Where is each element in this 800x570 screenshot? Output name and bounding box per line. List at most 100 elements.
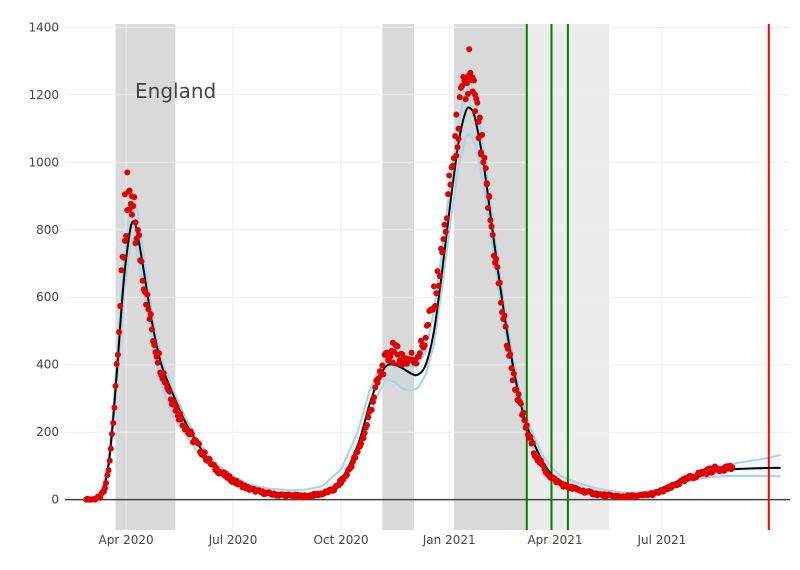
observed-point — [132, 240, 139, 247]
x-tick-label: Jul 2021 — [636, 533, 686, 547]
observed-point — [104, 472, 111, 479]
observed-point — [126, 187, 133, 194]
observed-point — [106, 457, 113, 464]
observed-point — [352, 454, 359, 461]
observed-point — [365, 414, 372, 421]
observed-point — [480, 159, 487, 166]
observed-point — [132, 219, 139, 226]
observed-point — [348, 463, 355, 470]
observed-point — [111, 404, 118, 411]
observed-point — [413, 360, 420, 367]
observed-point — [508, 365, 515, 372]
observed-point — [178, 416, 185, 423]
observed-point — [201, 449, 208, 456]
observed-point — [143, 301, 150, 308]
observed-point — [112, 383, 119, 389]
shaded-period-2 — [453, 24, 527, 530]
observed-point — [485, 205, 491, 211]
observed-point — [113, 360, 120, 367]
observed-point — [440, 236, 447, 243]
observed-point — [109, 431, 115, 437]
observed-point — [446, 172, 453, 179]
observed-point — [453, 111, 460, 118]
observed-point — [394, 343, 401, 350]
x-tick-label: Apr 2021 — [527, 533, 582, 547]
observed-point — [399, 351, 406, 358]
observed-point — [121, 237, 128, 244]
observed-point — [486, 193, 493, 199]
observed-point — [138, 258, 145, 265]
observed-point — [453, 152, 460, 159]
observed-point — [173, 403, 180, 410]
observed-point — [369, 398, 376, 405]
observed-point — [432, 302, 439, 309]
observed-point — [371, 394, 377, 401]
observed-point — [166, 388, 173, 395]
observed-point — [435, 282, 442, 289]
observed-point — [510, 370, 517, 377]
shaded-period-1 — [382, 24, 414, 530]
observed-point — [456, 94, 463, 101]
y-tick-label: 600 — [36, 290, 59, 304]
observed-point — [483, 181, 490, 188]
y-tick-label: 1400 — [28, 20, 59, 34]
observed-point — [206, 455, 213, 462]
observed-point — [478, 149, 484, 156]
observed-point — [455, 125, 462, 132]
y-tick-label: 800 — [36, 223, 59, 237]
observed-point — [520, 409, 527, 416]
observed-point — [515, 391, 522, 398]
observed-point — [497, 299, 504, 306]
observed-point — [408, 349, 415, 356]
observed-point — [103, 480, 110, 486]
observed-point — [403, 360, 410, 367]
observed-point — [439, 249, 446, 256]
observed-points — [83, 46, 736, 503]
observed-point — [507, 351, 514, 358]
vertical-markers — [525, 24, 770, 530]
observed-point — [116, 329, 123, 335]
observed-point — [380, 371, 387, 378]
observed-point — [475, 118, 482, 125]
observed-point — [465, 90, 471, 97]
y-tick-label: 200 — [36, 425, 59, 439]
observed-point — [358, 440, 365, 447]
observed-point — [114, 351, 121, 358]
observed-point — [379, 362, 386, 369]
observed-point — [421, 342, 428, 349]
observed-point — [156, 350, 162, 357]
x-tick-label: Apr 2020 — [99, 533, 154, 547]
observed-point — [487, 217, 494, 224]
y-tick-label: 1200 — [28, 88, 59, 102]
observed-point — [129, 211, 135, 218]
x-tick-label: Jul 2020 — [208, 533, 258, 547]
observed-point — [118, 267, 125, 274]
observed-point — [374, 379, 381, 386]
observed-point — [105, 467, 112, 474]
observed-point — [121, 191, 128, 198]
observed-point — [134, 227, 141, 233]
observed-point — [389, 359, 396, 366]
observed-point — [154, 359, 161, 366]
observed-point — [399, 361, 406, 368]
observed-point — [107, 445, 114, 452]
observed-point — [124, 169, 131, 176]
observed-point — [455, 136, 462, 142]
observed-point — [188, 431, 195, 438]
observed-point — [470, 77, 477, 84]
observed-point — [445, 191, 452, 198]
observed-point — [527, 433, 534, 440]
observed-point — [433, 290, 440, 297]
x-axis-ticks: Apr 2020 Jul 2020 Oct 2020 Jan 2021 Apr 2021… — [99, 533, 687, 547]
observed-point — [145, 306, 152, 313]
observed-point — [425, 321, 432, 328]
observed-point — [144, 291, 151, 298]
observed-point — [488, 223, 495, 230]
observed-point — [441, 221, 448, 228]
observed-point — [146, 316, 153, 323]
observed-point — [489, 231, 496, 238]
observed-point — [463, 75, 470, 81]
observed-point — [171, 399, 178, 405]
observed-point — [517, 400, 524, 407]
observed-point — [447, 181, 454, 188]
